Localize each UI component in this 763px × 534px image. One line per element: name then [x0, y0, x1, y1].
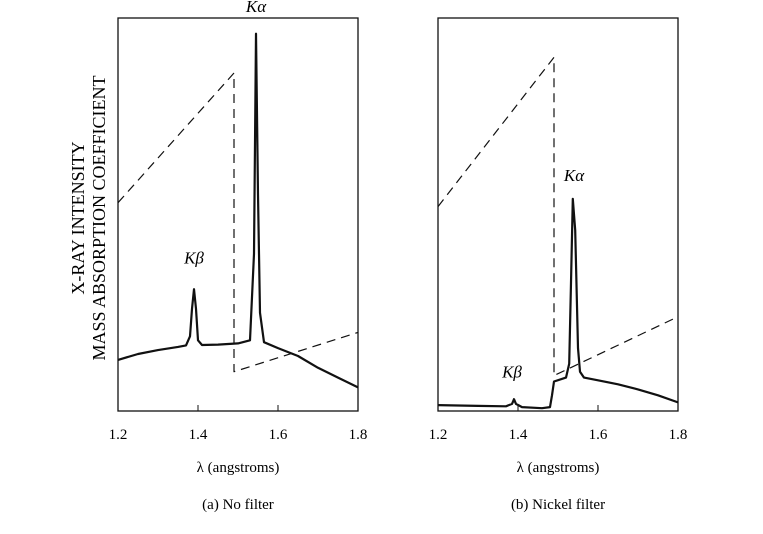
intensity-line-b — [437, 197, 679, 410]
absorption-coefficient-line-b — [437, 56, 679, 377]
absorption-coefficient-line-a — [117, 72, 359, 373]
plot-area-a: Kβ Kα — [117, 0, 359, 389]
caption-a: (a) No filter — [202, 497, 274, 513]
x-tick-label-a-2: 1.6 — [269, 427, 288, 443]
peak-label-a-0: Kβ — [183, 249, 204, 268]
plot-frame-b — [437, 17, 679, 412]
x-tick-label-b-2: 1.6 — [589, 427, 608, 443]
intensity-line-a — [117, 32, 359, 389]
panel-nickel-filter: Kβ Kα 1.2 1.4 1.6 1.8 λ (angstroms) (b) Nick… — [429, 17, 688, 513]
x-tick-label-b-3: 1.8 — [669, 427, 688, 443]
caption-b: (b) Nickel filter — [511, 497, 605, 513]
panel-no-filter: Kβ Kα 1.2 1.4 1.6 1.8 λ (angstroms) (a) No f… — [109, 0, 368, 513]
x-ticks-b: 1.2 1.4 1.6 1.8 — [429, 405, 688, 443]
y-axis-label: X-RAY INTENSITY MASS ABSORPTION COEFFICI… — [68, 75, 109, 360]
x-tick-label-b-1: 1.4 — [509, 427, 528, 443]
peak-label-b-0: Kβ — [501, 363, 522, 382]
y-axis-label-line2: MASS ABSORPTION COEFFICIENT — [89, 75, 109, 360]
y-axis-label-line1: X-RAY INTENSITY — [68, 141, 88, 294]
x-ticks-a: 1.2 1.4 1.6 1.8 — [109, 405, 368, 443]
x-tick-label-b-0: 1.2 — [429, 427, 448, 443]
peak-label-a-1: Kα — [245, 0, 267, 16]
x-tick-label-a-0: 1.2 — [109, 427, 128, 443]
x-axis-label-b: λ (angstroms) — [517, 460, 600, 476]
x-tick-label-a-1: 1.4 — [189, 427, 208, 443]
x-axis-label-a: λ (angstroms) — [197, 460, 280, 476]
plot-area-b: Kβ Kα — [437, 56, 679, 410]
peak-label-b-1: Kα — [563, 166, 585, 185]
x-tick-label-a-3: 1.8 — [349, 427, 368, 443]
plot-frame-a — [117, 17, 359, 412]
